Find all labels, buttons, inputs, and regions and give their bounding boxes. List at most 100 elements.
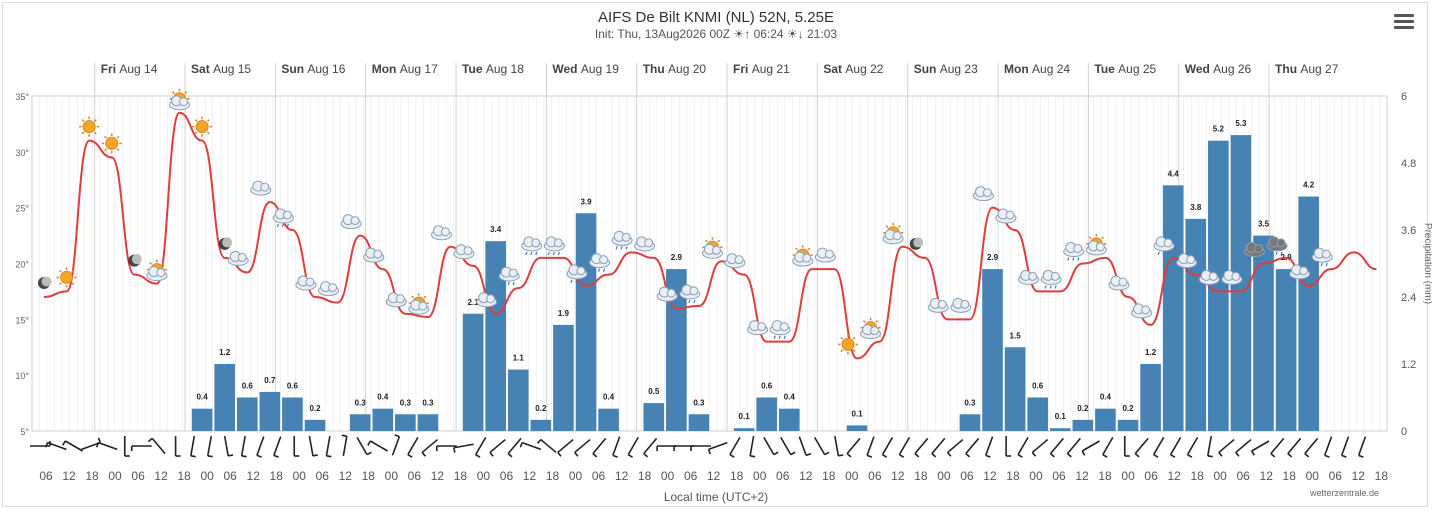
x-hour-label: 06 — [776, 469, 790, 483]
wind-barb — [798, 436, 807, 456]
precip-bar — [1253, 235, 1274, 431]
rain-icon — [1311, 247, 1333, 267]
rain-icon — [611, 230, 633, 250]
wind-barb-feather — [1187, 453, 1193, 458]
x-hour-label: 00 — [200, 469, 214, 483]
x-hour-label: 18 — [914, 469, 928, 483]
rain-icon — [566, 264, 588, 284]
precip-data-label: 0.1 — [739, 412, 751, 421]
x-hour-label: 18 — [1375, 469, 1389, 483]
x-hour-label: 06 — [408, 469, 422, 483]
wind-barb-feather — [882, 453, 888, 458]
precip-bar — [666, 269, 687, 431]
wind-barb-feather — [592, 453, 598, 458]
wind-barb — [834, 436, 840, 456]
cloud-icon — [385, 292, 407, 308]
x-hour-label: 06 — [316, 469, 330, 483]
precip-bar — [1298, 196, 1319, 431]
precip-bar — [553, 324, 574, 431]
rain-icon — [1063, 242, 1085, 261]
wind-barb — [763, 436, 775, 456]
cloud-icon — [1108, 275, 1130, 291]
wind-barb-feather — [931, 453, 937, 458]
x-hour-label: 06 — [592, 469, 606, 483]
precip-bar — [1162, 185, 1184, 431]
precip-bar — [417, 414, 439, 431]
cloud-icon — [227, 250, 249, 266]
precip-bar — [1049, 428, 1071, 431]
wind-barb-feather — [749, 455, 756, 458]
y-left-tick-label: 30° — [15, 148, 29, 158]
precip-bar — [372, 408, 394, 431]
precip-bar — [643, 403, 665, 431]
wind-barb — [391, 436, 401, 456]
wind-barb-feather — [475, 453, 481, 458]
y-left-tick-label: 20° — [15, 260, 29, 270]
wind-barb-feather — [985, 454, 991, 458]
precip-bar — [507, 369, 529, 431]
wind-barb — [223, 436, 229, 456]
wind-barb — [81, 441, 101, 451]
wind-barb — [557, 438, 574, 454]
cloud-icon — [950, 297, 972, 313]
wind-barb-feather — [1066, 453, 1072, 458]
wind-barb — [846, 437, 861, 455]
precip-data-label: 5.3 — [1235, 119, 1247, 128]
rain-icon — [1198, 269, 1220, 289]
x-hour-label: 18 — [85, 469, 99, 483]
wind-barb — [256, 436, 265, 456]
rain-icon — [1153, 236, 1175, 256]
sun-cloud-icon — [146, 259, 168, 282]
x-hour-label: 06 — [224, 469, 238, 483]
cloud-icon — [995, 208, 1017, 224]
y-right-tick-label: 3.6 — [1401, 225, 1416, 237]
y-right-tick-label: 0 — [1401, 426, 1407, 438]
precip-data-label: 0.2 — [1122, 404, 1134, 413]
precip-bar — [756, 397, 777, 431]
y-left-tick-label: 10° — [15, 371, 29, 381]
x-hour-label: 00 — [1029, 469, 1043, 483]
x-hour-label: 12 — [154, 469, 168, 483]
wind-barb-feather — [824, 451, 830, 456]
precip-bar — [575, 213, 597, 431]
sun-icon — [56, 267, 77, 288]
wind-barb-feather — [846, 453, 852, 458]
wind-barb-feather — [97, 437, 101, 443]
x-hour-label: 06 — [1329, 469, 1343, 483]
x-hour-label: 06 — [39, 469, 53, 483]
wind-barb — [1169, 436, 1182, 456]
precip-data-label: 0.4 — [603, 393, 615, 402]
wind-barb-feather — [1017, 453, 1023, 458]
wind-barb-feather — [207, 455, 213, 458]
wind-barb-feather — [453, 447, 456, 453]
cloud-icon — [476, 292, 498, 308]
wind-barb-feather — [866, 454, 873, 458]
x-hour-label: 00 — [937, 469, 951, 483]
day-label: Mon Aug 24 — [1004, 62, 1070, 76]
precip-data-label: 0.4 — [197, 393, 209, 402]
precip-data-label: 2.9 — [987, 253, 999, 262]
wind-barb — [1066, 437, 1081, 455]
x-hour-label: 18 — [546, 469, 560, 483]
x-hour-label: 00 — [845, 469, 859, 483]
wind-barb-feather — [1287, 453, 1293, 458]
precip-data-label: 0.6 — [761, 382, 773, 391]
precip-data-label: 2.1 — [468, 298, 480, 307]
sunset-time: 21:03 — [807, 27, 838, 41]
wind-barb — [521, 441, 542, 451]
day-label: Sat Aug 15 — [191, 62, 251, 76]
x-hour-label: 12 — [1260, 469, 1274, 483]
wind-barb — [407, 436, 419, 456]
x-hour-label: 18 — [177, 469, 191, 483]
wind-barb-feather — [228, 454, 234, 457]
y-left-tick-label: 35° — [15, 92, 29, 102]
wind-barb-feather — [507, 453, 513, 458]
wind-barb-feather — [147, 437, 153, 443]
precip-data-label: 0.2 — [1077, 404, 1089, 413]
x-hour-label: 00 — [753, 469, 767, 483]
wind-barb — [47, 441, 67, 451]
day-label: Tue Aug 25 — [1094, 62, 1156, 76]
precip-data-label: 0.5 — [648, 387, 660, 396]
wind-barb-feather — [627, 453, 633, 458]
hamburger-menu-icon[interactable] — [1394, 14, 1414, 32]
